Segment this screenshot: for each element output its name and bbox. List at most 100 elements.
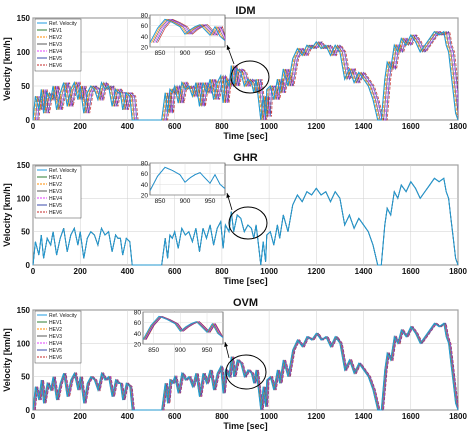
inset-y-tick-label: 20 bbox=[141, 45, 149, 52]
y-tick-label: 50 bbox=[21, 228, 30, 237]
legend-box bbox=[34, 310, 82, 364]
y-tick-label: 0 bbox=[26, 261, 31, 270]
legend-entry: Ref. Velocity bbox=[49, 168, 77, 174]
inset-y-tick-label: 20 bbox=[141, 193, 149, 200]
series-line-hev4 bbox=[34, 322, 459, 411]
zoom-arrow-head bbox=[226, 45, 231, 50]
x-tick-label: 1000 bbox=[260, 122, 278, 131]
legend-entry: HEV1 bbox=[49, 28, 62, 34]
legend-entry: HEV2 bbox=[49, 182, 62, 188]
y-axis-label: Velocity [km/h] bbox=[2, 37, 12, 101]
x-tick-label: 0 bbox=[31, 267, 36, 276]
inset-x-tick-label: 900 bbox=[180, 50, 191, 57]
legend-entry: HEV2 bbox=[49, 35, 62, 41]
legend-entry: HEV6 bbox=[49, 355, 62, 361]
x-tick-label: 1000 bbox=[260, 267, 278, 276]
inset-x-tick-label: 900 bbox=[175, 347, 186, 354]
y-tick-label: 100 bbox=[17, 194, 31, 203]
inset-plot: 20 40 60 80 850 900 950 bbox=[141, 13, 226, 57]
series-line-hev6 bbox=[38, 30, 459, 121]
y-axis-label: Velocity [km/h] bbox=[2, 183, 12, 247]
chart-title: GHR bbox=[233, 152, 258, 164]
x-tick-label: 1200 bbox=[307, 267, 325, 276]
inset-series-line bbox=[149, 18, 226, 43]
legend-entry: HEV5 bbox=[49, 56, 62, 62]
legend-box bbox=[34, 165, 82, 219]
series-line-ref-velocity bbox=[32, 30, 459, 121]
inset-series-line bbox=[149, 166, 226, 191]
x-tick-label: 400 bbox=[121, 267, 135, 276]
x-tick-label: 600 bbox=[168, 412, 182, 421]
inset-y-tick-label: 60 bbox=[134, 320, 142, 327]
series-line-hev5 bbox=[34, 322, 459, 411]
series-line-hev2 bbox=[33, 30, 459, 121]
legend-entry: HEV3 bbox=[49, 334, 62, 340]
inset-x-tick-label: 950 bbox=[202, 347, 213, 354]
legend-box bbox=[34, 18, 82, 72]
series-line-ref-velocity bbox=[32, 177, 459, 266]
inset-x-tick-label: 950 bbox=[205, 50, 216, 57]
panel-ghr: GHR 0 200 400 600 800 1000 1200 1400 1600 1800 0 50 1… bbox=[2, 152, 467, 286]
inset-frame bbox=[149, 162, 226, 196]
inset-y-tick-label: 20 bbox=[134, 342, 142, 349]
y-tick-label: 0 bbox=[26, 406, 31, 415]
x-tick-label: 400 bbox=[121, 412, 135, 421]
x-tick-label: 200 bbox=[74, 412, 88, 421]
inset-y-tick-label: 80 bbox=[141, 13, 149, 20]
inset-plot: 20 40 60 80 850 900 950 bbox=[141, 161, 226, 205]
x-tick-label: 800 bbox=[215, 267, 229, 276]
y-tick-label: 100 bbox=[17, 339, 31, 348]
y-axis-label: Velocity [km/h] bbox=[2, 328, 12, 392]
chart-title: IDM bbox=[235, 5, 255, 17]
inset-y-tick-label: 40 bbox=[141, 182, 149, 189]
plot-area bbox=[32, 164, 459, 266]
y-tick-label: 150 bbox=[17, 306, 31, 315]
plot-area bbox=[32, 309, 459, 411]
x-tick-label: 1600 bbox=[402, 412, 420, 421]
series-line-hev3 bbox=[35, 30, 459, 121]
panel-ovm: OVM 0 200 400 600 800 1000 1200 1400 1600 1800 0 50 1… bbox=[2, 297, 467, 431]
x-tick-label: 800 bbox=[215, 412, 229, 421]
legend-entry: HEV3 bbox=[49, 42, 62, 48]
inset-y-tick-label: 60 bbox=[141, 23, 149, 30]
x-tick-label: 1600 bbox=[402, 267, 420, 276]
y-tick-label: 50 bbox=[21, 373, 30, 382]
zoom-arrow-head bbox=[224, 342, 229, 347]
inset-y-tick-label: 40 bbox=[141, 34, 149, 41]
x-axis-label: Time [sec] bbox=[223, 421, 267, 431]
legend-entry: HEV5 bbox=[49, 348, 62, 354]
x-tick-label: 600 bbox=[168, 267, 182, 276]
panel-idm: IDM 0 200 400 600 800 1000 1200 1400 1600 1800 0 50 1… bbox=[2, 5, 467, 141]
zoom-arrow-head bbox=[226, 193, 231, 198]
legend-entry: HEV1 bbox=[49, 320, 62, 326]
inset-x-tick-label: 850 bbox=[155, 50, 166, 57]
inset-plot: 20 40 60 80 850 900 950 bbox=[134, 310, 224, 354]
legend-entry: HEV6 bbox=[49, 63, 62, 69]
legend-entry: HEV3 bbox=[49, 189, 62, 195]
legend-entry: HEV4 bbox=[49, 49, 62, 55]
y-tick-label: 150 bbox=[17, 14, 31, 23]
inset-y-tick-label: 40 bbox=[134, 331, 142, 338]
x-tick-label: 400 bbox=[121, 122, 135, 131]
x-tick-label: 200 bbox=[74, 267, 88, 276]
x-tick-label: 800 bbox=[215, 122, 229, 131]
inset-x-tick-label: 850 bbox=[155, 198, 166, 205]
x-axis-label: Time [sec] bbox=[223, 276, 267, 286]
x-tick-label: 0 bbox=[31, 412, 36, 421]
series-line-hev3 bbox=[33, 322, 459, 411]
x-tick-label: 1400 bbox=[355, 267, 373, 276]
series-line-hev4 bbox=[36, 30, 459, 121]
inset-x-tick-label: 950 bbox=[205, 198, 216, 205]
x-tick-label: 1400 bbox=[355, 412, 373, 421]
x-tick-label: 1800 bbox=[449, 122, 467, 131]
inset-y-tick-label: 80 bbox=[134, 310, 142, 317]
x-tick-label: 1800 bbox=[449, 267, 467, 276]
x-tick-label: 1400 bbox=[355, 122, 373, 131]
y-tick-label: 100 bbox=[17, 48, 31, 57]
inset-y-tick-label: 80 bbox=[141, 161, 149, 168]
x-tick-label: 1200 bbox=[307, 412, 325, 421]
legend-entry: Ref. Velocity bbox=[49, 21, 77, 27]
x-tick-label: 0 bbox=[31, 122, 36, 131]
